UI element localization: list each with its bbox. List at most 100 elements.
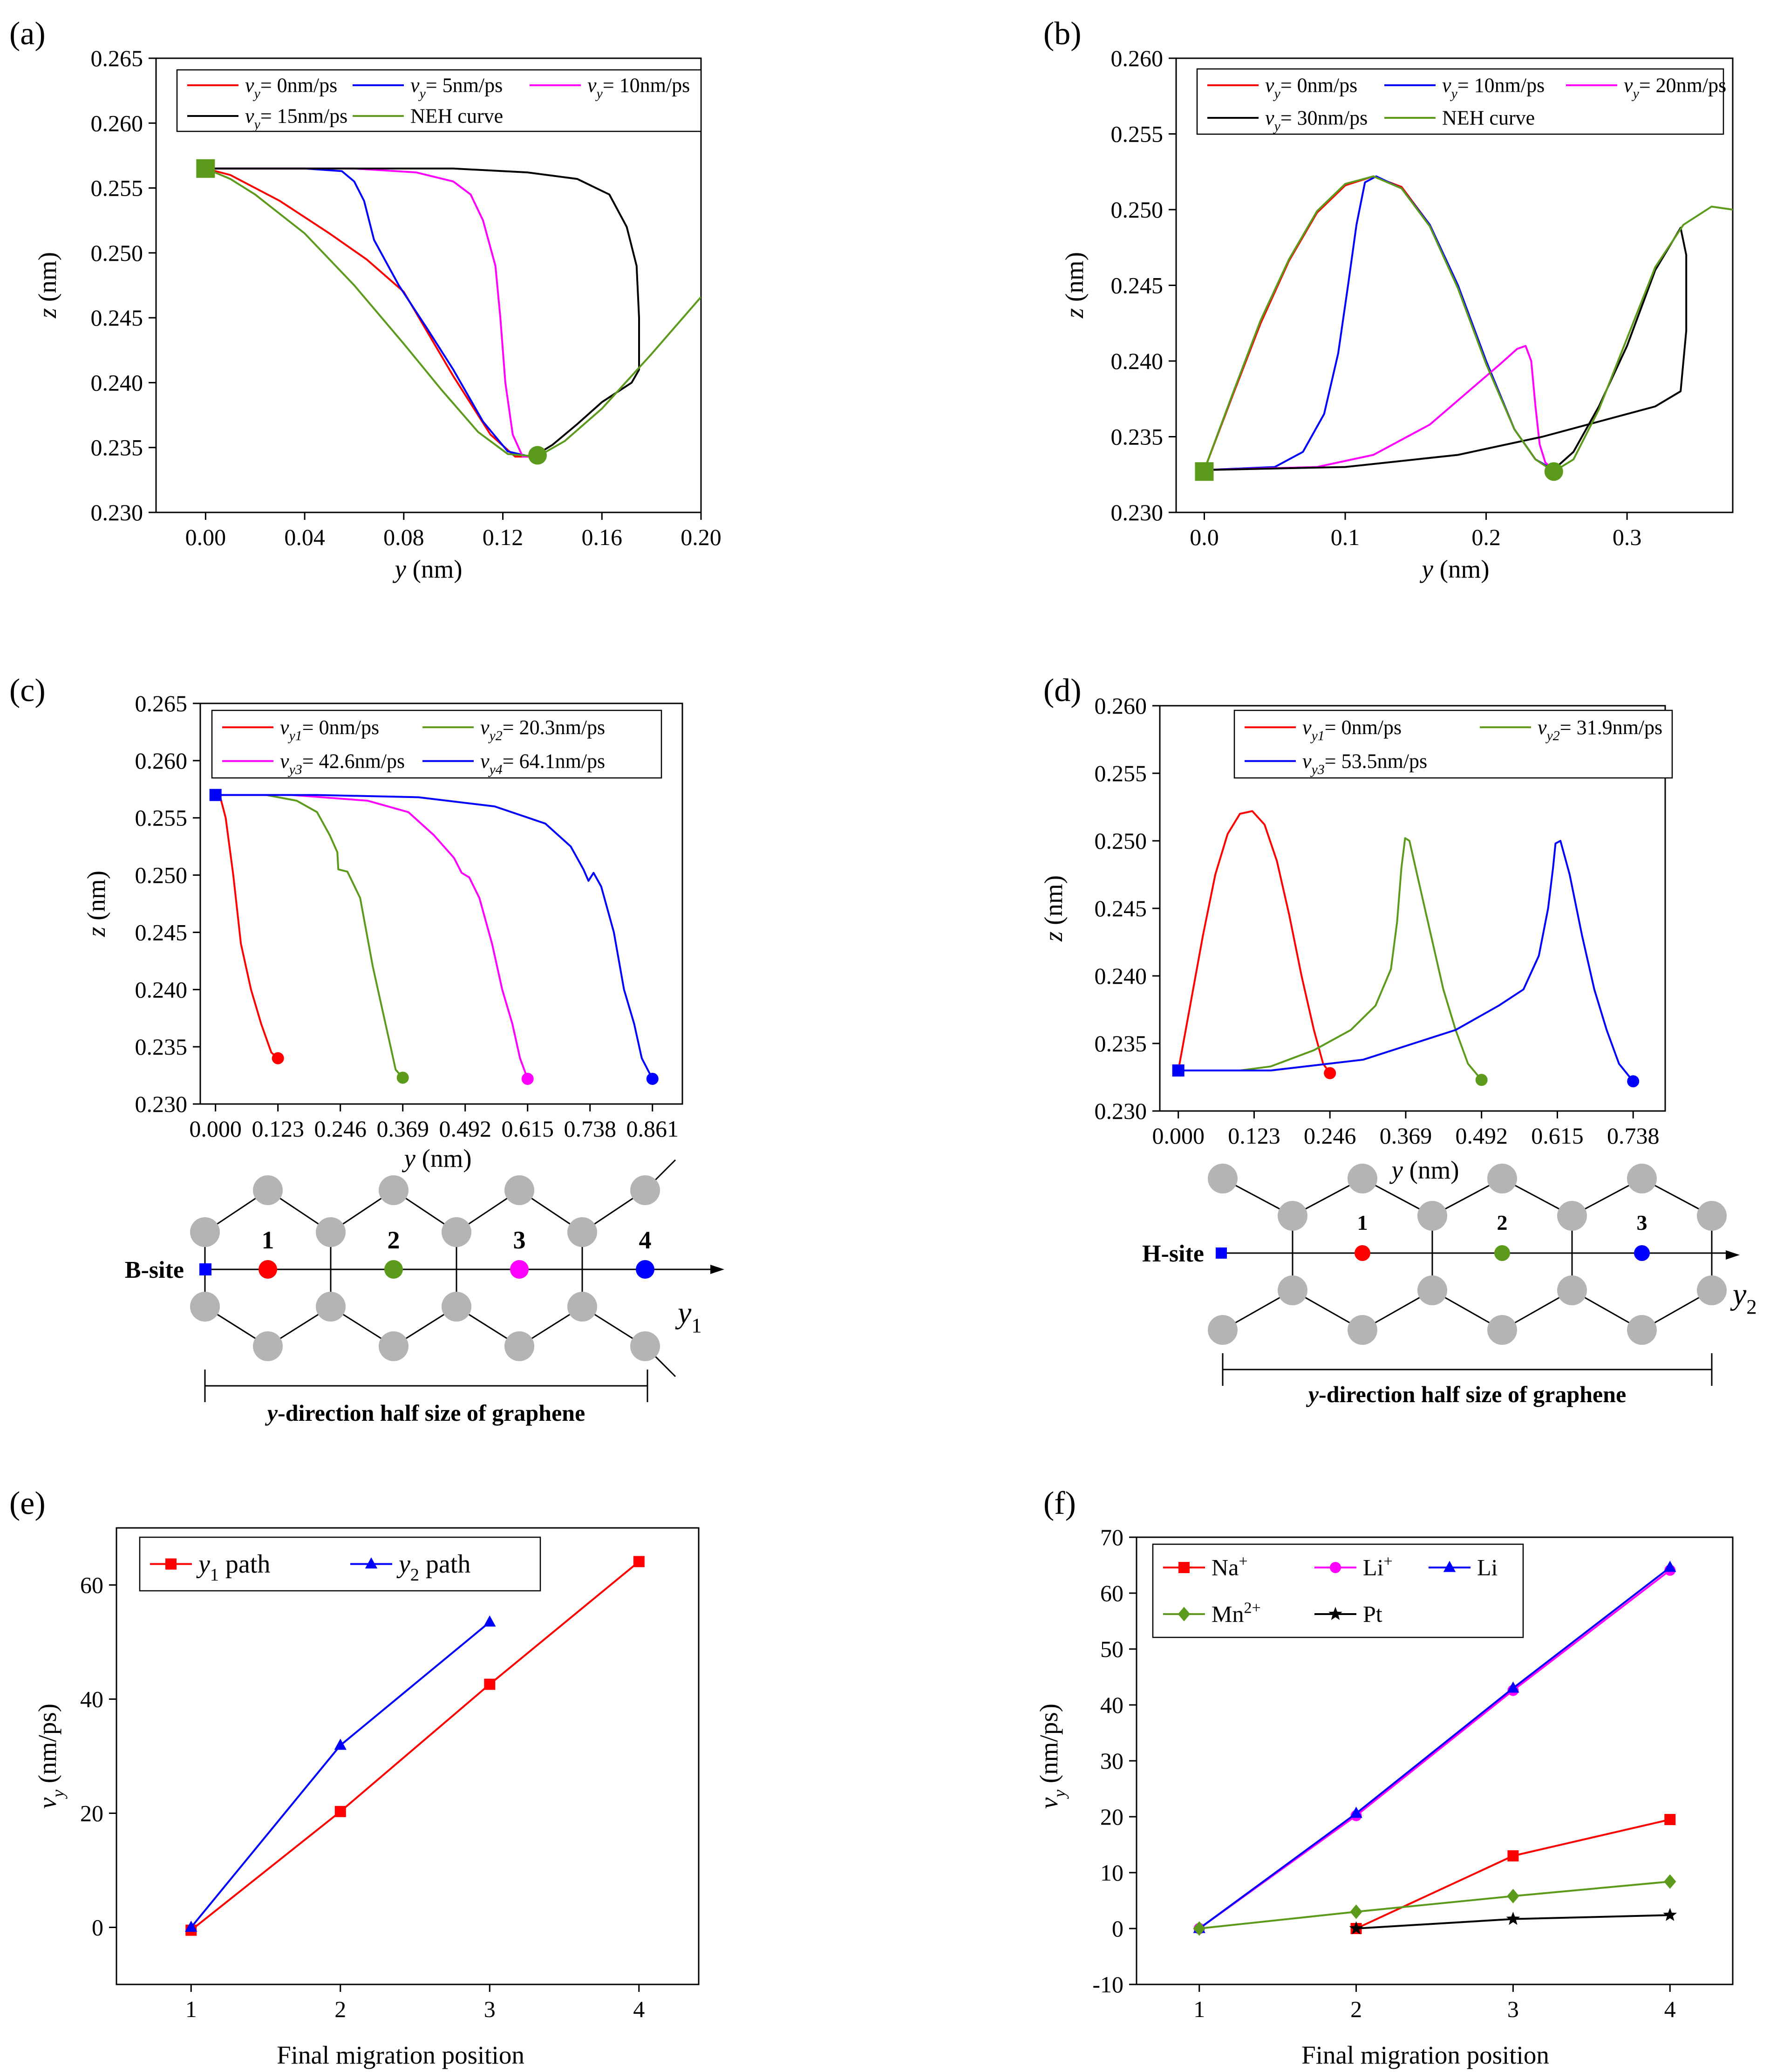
legend-entry: vy= 20nm/ps	[1624, 74, 1726, 102]
data-point	[1664, 1561, 1676, 1572]
carbon-atom	[1487, 1315, 1517, 1345]
data-point	[1663, 1908, 1677, 1921]
x-tick-label: 0.12	[483, 524, 524, 550]
carbon-atom	[1697, 1201, 1727, 1231]
endpoint-marker	[1475, 1074, 1488, 1086]
y-tick-label: 0	[92, 1915, 103, 1941]
carbon-atom	[630, 1175, 660, 1205]
chart-b: (b) 0.0 0.1 0.2 0.3 0.230 0.235 0.240 0.245 0.250…	[1043, 16, 1734, 583]
chart-c: (c) 0.000 0.123 0.246 0.369 0.492 0.615 0.738 0.…	[9, 673, 683, 1172]
y-axis-label: z (nm)	[33, 252, 61, 319]
endpoint-marker	[1172, 1064, 1185, 1077]
x-tick-label: 0.000	[1152, 1123, 1205, 1149]
legend-box	[139, 1536, 541, 1592]
endpoint-marker	[528, 446, 547, 465]
legend-box	[1196, 68, 1724, 135]
y-tick-label: 0.255	[135, 805, 188, 831]
dimension-caption: y-direction half size of graphene	[1306, 1381, 1626, 1407]
x-tick-label: 0.2	[1471, 524, 1501, 550]
carbon-atom	[1208, 1315, 1238, 1345]
legend-entry: vy= 0nm/ps	[245, 74, 337, 102]
chart-a: (a) 0.00 0.04 0.08 0.12 0.16 0.20 0.230 0.235 0.2…	[9, 16, 722, 583]
legend-entry: vy= 10nm/ps	[1442, 74, 1545, 102]
x-tick-label: 0.20	[681, 524, 722, 550]
carbon-atom	[442, 1217, 471, 1247]
position-label: 2	[1497, 1211, 1508, 1234]
series-line-vy2319nmps	[1178, 837, 1483, 1081]
x-tick-label: 0.000	[189, 1116, 242, 1142]
y-tick-label: 0.250	[1095, 828, 1147, 854]
y-tick-label: 0.255	[91, 175, 143, 201]
carbon-atom	[190, 1217, 220, 1247]
data-point	[483, 1615, 496, 1627]
legend-box	[1233, 709, 1673, 779]
data-point	[1507, 1888, 1519, 1903]
series-line-y1path	[191, 1561, 640, 1931]
y-tick-label: 0.255	[1111, 121, 1164, 147]
data-point	[185, 1921, 197, 1932]
data-point	[633, 1556, 645, 1568]
legend-entry: Na+	[1212, 1553, 1248, 1581]
data-point	[1507, 1850, 1519, 1861]
x-tick-label: 4	[633, 1996, 645, 2022]
legend-entry: Li	[1477, 1554, 1498, 1581]
series-line-vy0nmps	[1203, 175, 1554, 471]
series-group	[1203, 175, 1733, 473]
position-marker	[1355, 1245, 1370, 1261]
y-tick-label: 0	[1112, 1915, 1123, 1942]
site-label: B-site	[125, 1257, 184, 1283]
y-axis-label: z (nm)	[1060, 252, 1089, 319]
y-tick-label: 0.245	[1111, 273, 1164, 299]
x-tick-label: 0.615	[1531, 1123, 1584, 1149]
data-point	[1193, 1921, 1205, 1936]
legend-entry: vy4= 64.1nm/ps	[480, 750, 605, 777]
legend-entry: NEH curve	[410, 105, 503, 128]
endpoint-marker	[646, 1072, 659, 1085]
legend-entry: Li+	[1363, 1553, 1393, 1581]
y-tick-label: 0.265	[91, 45, 143, 71]
legend-entry: Mn2+	[1212, 1600, 1261, 1627]
legend-marker	[1443, 1561, 1456, 1572]
endpoint-marker	[196, 159, 215, 178]
series-line-vy10nmps	[215, 794, 279, 1059]
x-axis-label: Final migration position	[277, 2041, 524, 2069]
series-line-vy3426nmps	[215, 794, 529, 1079]
x-tick-label: 0.369	[1380, 1123, 1432, 1149]
legend-entry: vy2= 31.9nm/ps	[1538, 716, 1662, 743]
position-label: 1	[262, 1226, 274, 1254]
x-tick-label: 0.738	[564, 1116, 616, 1142]
legend-entry: vy1= 0nm/ps	[280, 716, 379, 743]
y-tick-label: 0.255	[1095, 760, 1147, 786]
x-tick-label: 0.04	[284, 524, 325, 550]
y-axis-label: vy (nm/ps)	[1035, 1704, 1069, 1809]
x-axis-label: y (nm)	[1419, 555, 1489, 583]
position-marker	[384, 1260, 403, 1279]
x-tick-label: 0.615	[501, 1116, 554, 1142]
y-tick-label: 10	[1100, 1860, 1123, 1886]
x-tick-label: 0.3	[1613, 524, 1642, 550]
y-tick-label: 0.230	[135, 1091, 188, 1117]
y-tick-label: 20	[1100, 1804, 1123, 1830]
position-marker	[259, 1260, 277, 1279]
y-tick-label: 0.260	[1111, 45, 1164, 71]
carbon-atom	[504, 1331, 534, 1361]
panel-label-b: (b)	[1043, 16, 1082, 52]
y-tick-label: 0.245	[135, 919, 188, 945]
carbon-atom	[1348, 1315, 1377, 1345]
series-line-Li	[1198, 1567, 1671, 1929]
y-tick-label: 0.245	[91, 305, 143, 331]
x-tick-label: 1	[1193, 1996, 1205, 2022]
x-tick-label: 2	[334, 1996, 346, 2022]
series-line-y2path	[190, 1621, 490, 1928]
carbon-atom	[316, 1292, 346, 1322]
x-axis-label: y (nm)	[392, 555, 462, 583]
y-tick-label: 20	[80, 1800, 103, 1827]
data-point	[1349, 1921, 1363, 1935]
carbon-atom	[1557, 1275, 1587, 1305]
carbon-atom	[1557, 1201, 1587, 1231]
site-label: H-site	[1142, 1240, 1204, 1267]
x-tick-label: 0.492	[439, 1116, 491, 1142]
data-point	[484, 1678, 496, 1690]
